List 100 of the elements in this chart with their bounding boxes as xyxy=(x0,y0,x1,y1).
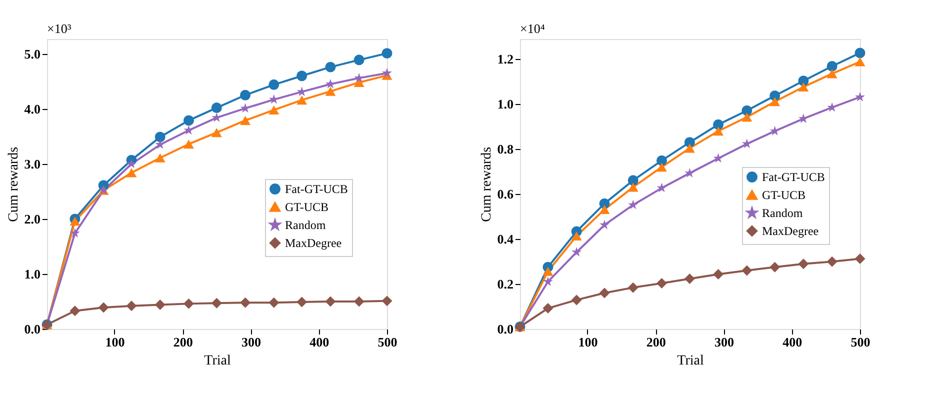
y-tick-label: 2.0 xyxy=(24,211,40,226)
x-tick-label: 400 xyxy=(310,334,330,350)
point xyxy=(770,90,780,101)
y-tick-label: 1.0 xyxy=(497,96,514,112)
point xyxy=(628,182,638,192)
point xyxy=(854,57,866,66)
point xyxy=(854,48,866,58)
point xyxy=(354,54,364,66)
point xyxy=(325,296,336,307)
point xyxy=(325,62,336,72)
point xyxy=(599,204,610,214)
point xyxy=(183,115,194,126)
point xyxy=(296,96,308,105)
point xyxy=(628,282,638,293)
point xyxy=(126,300,137,312)
point xyxy=(382,296,392,306)
point xyxy=(770,262,780,272)
y-tick-label: 1.0 xyxy=(24,266,40,282)
point xyxy=(296,70,308,82)
point xyxy=(154,132,166,142)
point xyxy=(826,69,838,78)
x-tick-label: 200 xyxy=(173,334,193,350)
point xyxy=(268,297,280,308)
legend-label: Random xyxy=(285,218,326,232)
point xyxy=(70,228,80,238)
point xyxy=(211,298,222,308)
x-tick-label: 100 xyxy=(105,334,125,350)
point xyxy=(798,258,809,270)
point xyxy=(98,302,109,313)
point xyxy=(713,119,724,130)
y-tick-label: 0.0 xyxy=(24,322,40,336)
point xyxy=(628,200,638,210)
point xyxy=(854,254,866,264)
point xyxy=(154,153,166,162)
point xyxy=(742,265,752,276)
y-tick-label: 1.2 xyxy=(497,51,514,66)
point xyxy=(211,102,222,114)
x-tick-label: 300 xyxy=(714,334,734,350)
x-axis-title: Trial xyxy=(677,354,704,368)
point xyxy=(70,216,80,226)
point xyxy=(268,105,280,115)
x-tick-label: 500 xyxy=(378,334,398,350)
point xyxy=(325,86,336,96)
text: ×10⁴ xyxy=(520,21,546,36)
legend-label: Fat-GT-UCB xyxy=(762,170,825,184)
legend-label: Random xyxy=(762,206,804,220)
legend-label: GT-UCB xyxy=(762,188,806,202)
x-tick-label: 100 xyxy=(578,334,598,350)
point xyxy=(183,140,194,149)
legend-label: GT-UCB xyxy=(285,200,329,214)
point xyxy=(798,82,809,92)
legend-label: MaxDegree xyxy=(285,236,342,250)
point xyxy=(770,97,780,106)
point xyxy=(268,94,279,104)
point xyxy=(296,296,308,308)
point xyxy=(600,220,610,230)
point xyxy=(713,126,724,136)
point xyxy=(742,138,752,148)
point xyxy=(742,105,752,116)
point xyxy=(713,269,724,280)
point xyxy=(684,168,695,178)
point xyxy=(126,158,136,168)
point xyxy=(656,278,667,289)
point xyxy=(798,113,808,123)
x-tick-label: 200 xyxy=(646,334,666,350)
y-tick-label: 0.0 xyxy=(497,322,514,336)
y-tick-label: 5.0 xyxy=(24,46,40,62)
point xyxy=(656,162,667,172)
y-tick-label: 0.8 xyxy=(497,141,514,156)
point xyxy=(684,144,695,153)
point xyxy=(571,231,582,241)
point xyxy=(155,139,166,149)
point xyxy=(571,294,582,306)
x-tick-label: 500 xyxy=(850,334,870,350)
legend-label: MaxDegree xyxy=(762,224,819,238)
point xyxy=(599,288,610,298)
point xyxy=(183,298,194,309)
point xyxy=(240,297,251,308)
point xyxy=(742,112,752,122)
point xyxy=(770,126,780,136)
y-tick-label: 0.2 xyxy=(497,276,514,292)
y-tick-label: 0.6 xyxy=(497,186,514,202)
y-tick-label: 3.0 xyxy=(24,156,40,172)
point xyxy=(826,61,838,72)
point xyxy=(382,68,392,78)
point xyxy=(656,155,667,166)
point xyxy=(240,90,251,100)
point xyxy=(382,48,392,59)
point xyxy=(268,79,280,90)
point xyxy=(542,266,554,276)
point xyxy=(684,274,695,284)
x-tick-label: 300 xyxy=(241,334,261,350)
point xyxy=(855,92,865,102)
y-tick-label: 4.0 xyxy=(24,101,40,116)
legend-label: Fat-GT-UCB xyxy=(285,182,348,196)
point xyxy=(542,303,554,314)
point xyxy=(70,306,80,316)
x-axis-title: Trial xyxy=(204,354,231,368)
point xyxy=(240,116,251,125)
y-axis-title: Cum rewards xyxy=(479,146,494,222)
